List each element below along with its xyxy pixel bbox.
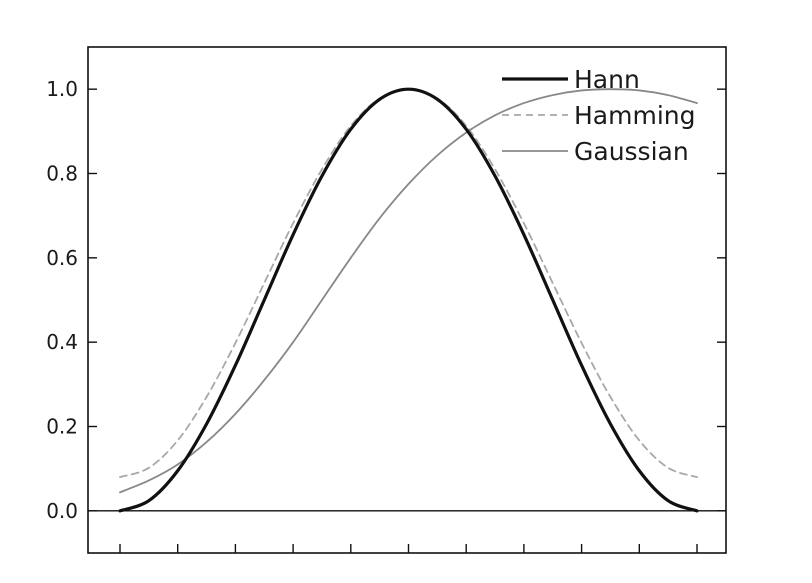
y-tick-label: 1.0 bbox=[46, 77, 78, 101]
legend-label-gaussian: Gaussian bbox=[574, 137, 689, 166]
legend: Hann Hamming Gaussian bbox=[502, 65, 695, 166]
y-tick-label: 0.8 bbox=[46, 162, 78, 186]
series-line-hamming bbox=[119, 88, 698, 478]
y-tick-label: 0.6 bbox=[46, 246, 78, 270]
y-tick-label: 0.2 bbox=[46, 415, 78, 439]
legend-label-hann: Hann bbox=[574, 65, 640, 94]
y-tick-label: 0.4 bbox=[46, 330, 78, 354]
series-lines bbox=[118, 87, 699, 513]
plot-frame bbox=[87, 46, 727, 554]
series-line-hann bbox=[118, 87, 699, 513]
y-tick-label: 0.0 bbox=[46, 499, 78, 523]
series-line-gaussian bbox=[119, 88, 698, 494]
y-axis: 0.0 0.2 0.4 0.6 0.8 1.0 bbox=[46, 77, 726, 523]
x-axis bbox=[119, 544, 698, 553]
legend-label-hamming: Hamming bbox=[574, 101, 695, 130]
